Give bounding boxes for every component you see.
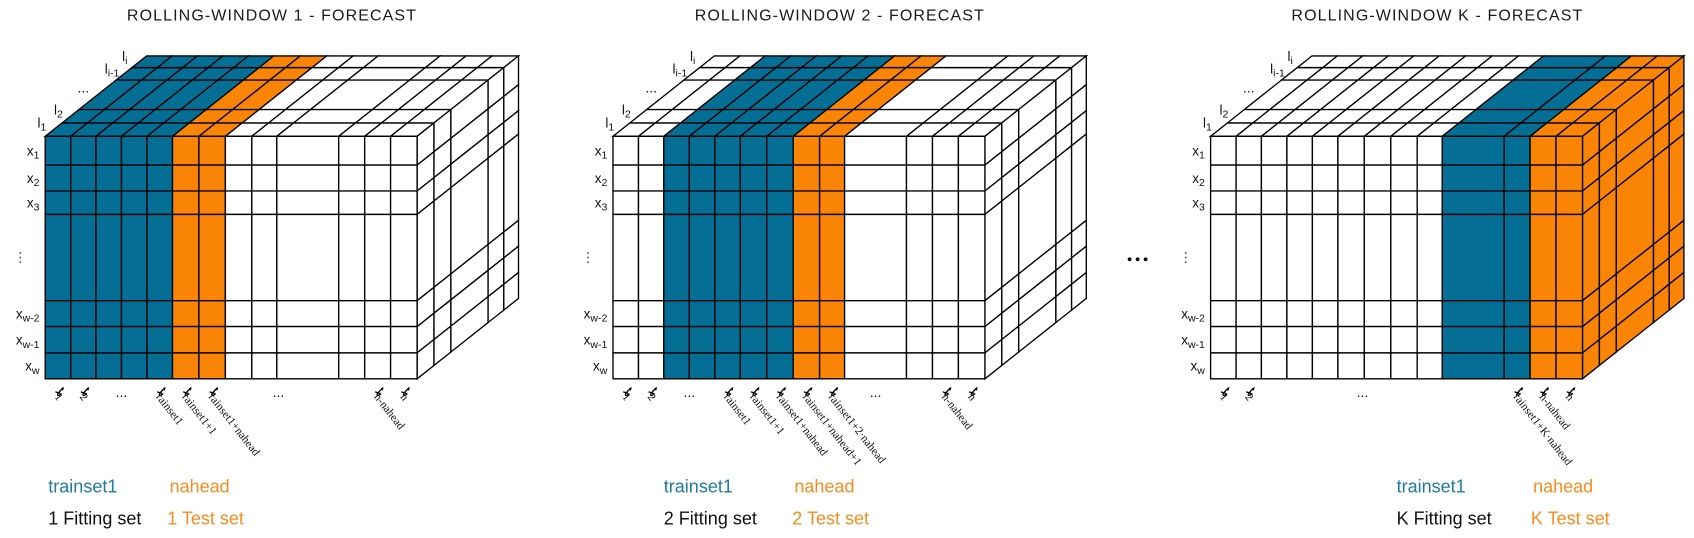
svg-text:K Test set: K Test set <box>1531 509 1610 529</box>
svg-text:2 Fitting set: 2 Fitting set <box>664 509 757 529</box>
svg-text:ROLLING-WINDOW 2 - FORECAST: ROLLING-WINDOW 2 - FORECAST <box>695 8 985 25</box>
svg-text:li: li <box>1288 49 1293 67</box>
svg-text:nahead: nahead <box>1533 477 1593 497</box>
svg-text:ROLLING-WINDOW 1 - FORECAST: ROLLING-WINDOW 1 - FORECAST <box>127 8 417 25</box>
svg-text:l1: l1 <box>605 115 614 133</box>
svg-text:l2: l2 <box>1219 103 1228 121</box>
svg-text:l1: l1 <box>1203 115 1212 133</box>
svg-text:li: li <box>690 49 695 67</box>
svg-text:trainset1: trainset1 <box>48 477 117 497</box>
svg-text:...: ... <box>78 79 90 95</box>
svg-text:...: ... <box>116 384 128 400</box>
svg-text:ROLLING-WINDOW K - FORECAST: ROLLING-WINDOW K - FORECAST <box>1291 8 1583 25</box>
svg-text:l2: l2 <box>54 103 63 121</box>
svg-text:...: ... <box>1357 384 1369 400</box>
svg-text:trainset1: trainset1 <box>1397 477 1466 497</box>
svg-text:...: ... <box>1243 79 1255 95</box>
svg-text:...: ... <box>683 384 695 400</box>
svg-text:...: ... <box>645 79 657 95</box>
svg-text:1 Test set: 1 Test set <box>167 509 244 529</box>
svg-text:1 Fitting set: 1 Fitting set <box>48 509 141 529</box>
svg-text:2 Test set: 2 Test set <box>792 509 869 529</box>
svg-text:trainset1: trainset1 <box>664 477 733 497</box>
svg-text:nahead: nahead <box>170 477 230 497</box>
svg-text:xw-1: xw-1 <box>1181 333 1205 351</box>
svg-text:...: ... <box>273 384 285 400</box>
svg-text:l2: l2 <box>622 103 631 121</box>
svg-text:l1: l1 <box>38 115 47 133</box>
svg-text:K Fitting set: K Fitting set <box>1397 509 1492 529</box>
svg-text:...: ... <box>870 384 882 400</box>
svg-text:li: li <box>122 49 127 67</box>
svg-text:nahead: nahead <box>794 477 854 497</box>
